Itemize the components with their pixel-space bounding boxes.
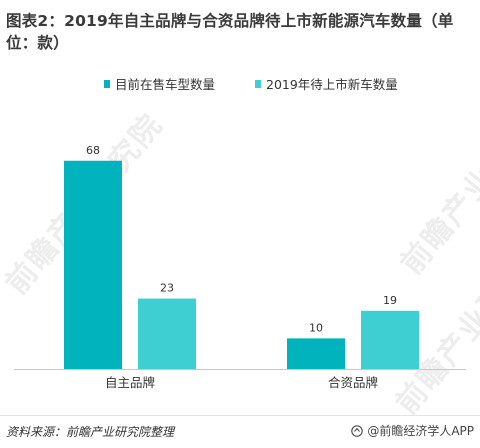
data-label-合资品牌-series-0: 10 (309, 321, 323, 334)
legend-label-series-0: 目前在售车型数量 (115, 77, 216, 92)
bar-合资品牌-series-1 (361, 310, 419, 369)
x-tick-label-0: 自主品牌 (105, 375, 155, 390)
source-note: 资料来源：前瞻产业研究院整理 (6, 425, 175, 439)
legend-label-series-1: 2019年待上市新车数量 (266, 77, 398, 92)
bar-自主品牌-series-1 (138, 298, 196, 369)
data-label-自主品牌-series-1: 23 (160, 282, 174, 295)
brand-label: @前瞻经济学人APP (367, 424, 474, 438)
legend-item-series-0: 目前在售车型数量 (104, 74, 215, 93)
data-label-合资品牌-series-1: 19 (383, 294, 397, 307)
x-tick-label-1: 合资品牌 (328, 375, 378, 390)
legend-swatch-series-1 (255, 79, 261, 88)
legend-swatch-series-0 (104, 79, 110, 88)
legend-item-series-1: 2019年待上市新车数量 (255, 74, 398, 93)
data-label-自主品牌-series-0: 68 (86, 144, 100, 157)
brand-logo-icon (351, 424, 364, 437)
footer-divider (0, 415, 480, 416)
brand-credit: @前瞻经济学人APP (351, 422, 474, 439)
bar-合资品牌-series-0 (287, 338, 345, 369)
chart-title: 图表2：2019年自主品牌与合资品牌待上市新能源汽车数量（单位：款） (6, 12, 454, 52)
chart-legend: 目前在售车型数量 2019年待上市新车数量 (0, 74, 480, 98)
bar-自主品牌-series-0 (64, 160, 122, 369)
